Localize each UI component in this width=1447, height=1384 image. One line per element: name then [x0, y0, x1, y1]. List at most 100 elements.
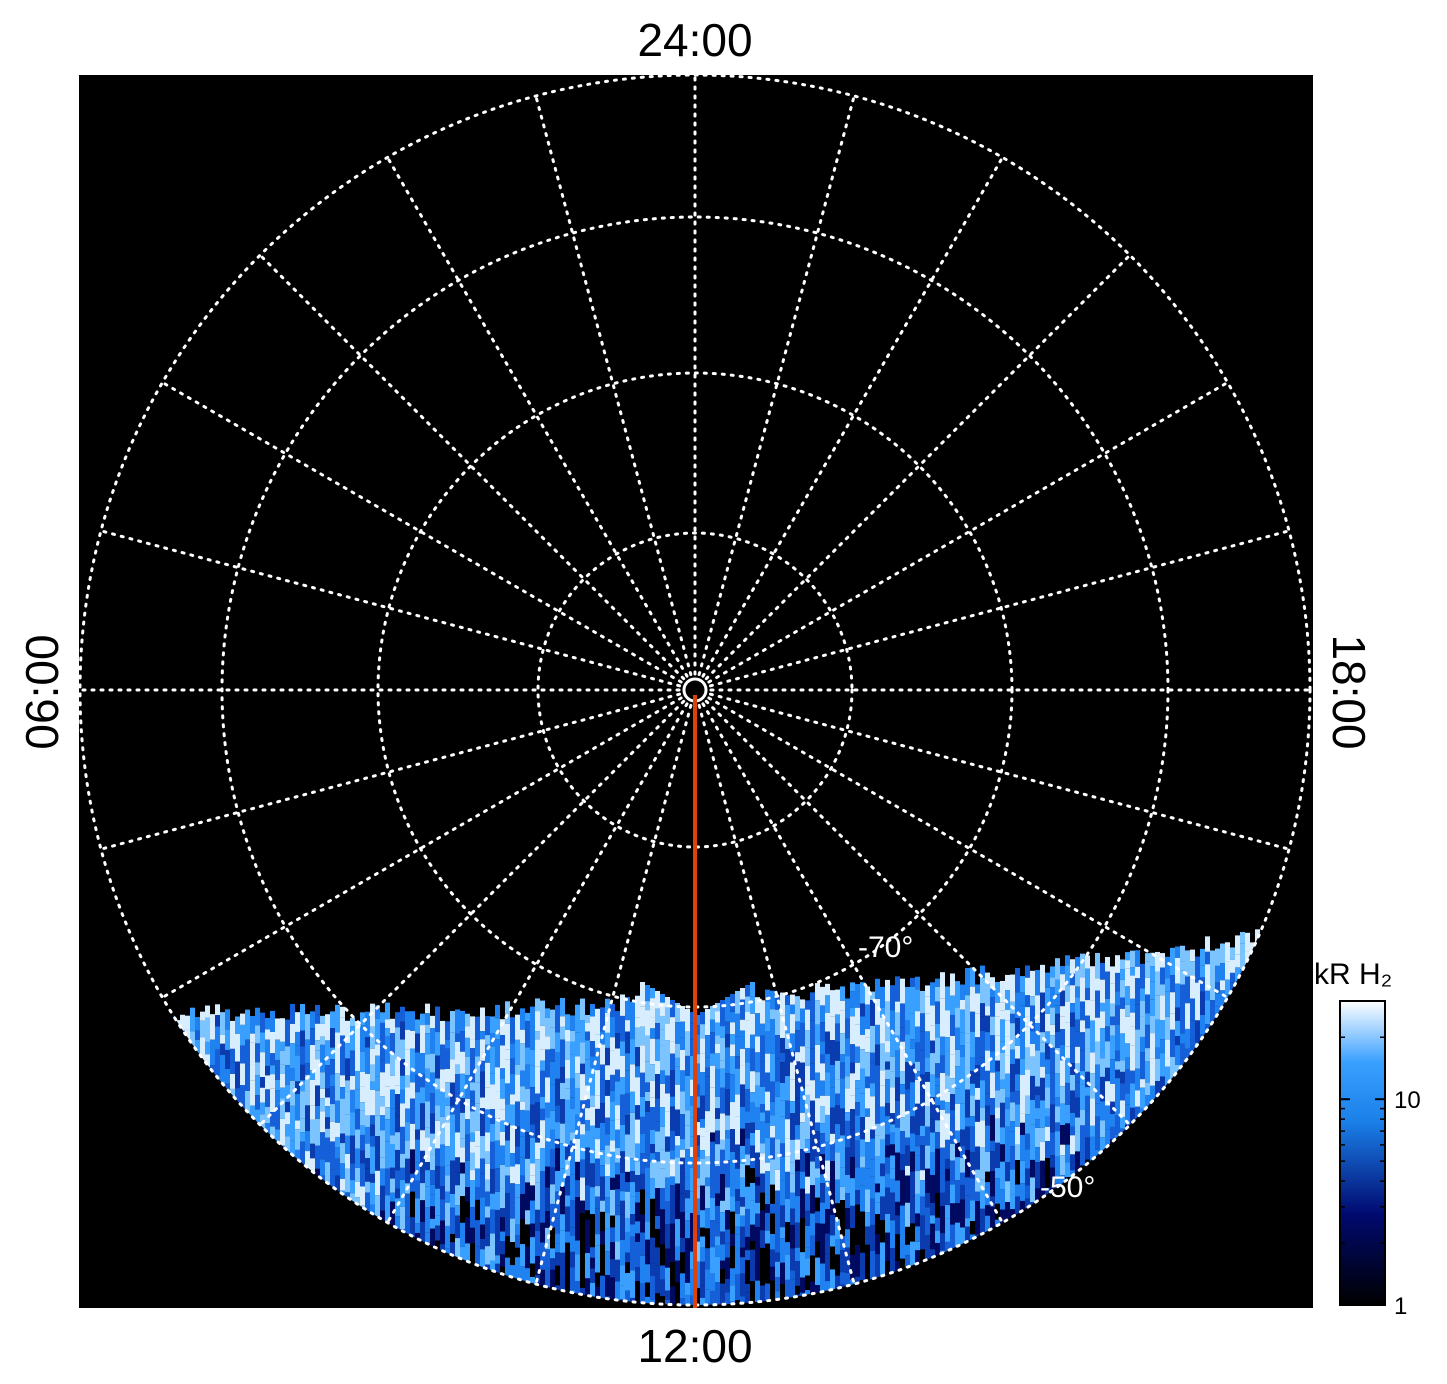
emission-cell [480, 1071, 485, 1098]
emission-cell [520, 1101, 525, 1110]
emission-cell [835, 1105, 840, 1125]
emission-cell [710, 1032, 715, 1054]
emission-cell [510, 1058, 515, 1075]
emission-cell [740, 1145, 745, 1164]
emission-cell [315, 1005, 320, 1015]
emission-cell [915, 989, 920, 1012]
emission-cell [735, 1274, 740, 1301]
emission-cell [1035, 1147, 1040, 1163]
emission-cell [1060, 1086, 1065, 1104]
emission-cell [390, 1018, 395, 1034]
emission-cell [755, 1176, 760, 1186]
emission-cell [1185, 1048, 1190, 1063]
emission-cell [875, 1044, 880, 1066]
emission-cell [480, 1136, 485, 1159]
emission-cell [1110, 966, 1115, 984]
emission-cell [555, 1122, 560, 1139]
emission-cell [685, 1282, 690, 1295]
emission-cell [1145, 977, 1150, 995]
emission-cell [840, 1186, 845, 1201]
emission-cell [640, 1096, 645, 1117]
meridian [534, 703, 693, 1286]
emission-cell [295, 1093, 300, 1121]
emission-cell [490, 1193, 495, 1210]
emission-cell [920, 1031, 925, 1051]
emission-cell [1180, 1033, 1185, 1044]
emission-cell [305, 1063, 310, 1075]
emission-cell [1090, 1125, 1095, 1137]
emission-cell [925, 1235, 930, 1247]
emission-cell [710, 1019, 715, 1033]
emission-cell [800, 1112, 805, 1123]
emission-cell [1160, 967, 1165, 985]
emission-cell [650, 1064, 655, 1081]
emission-cell [550, 1027, 555, 1049]
emission-cell [805, 1258, 810, 1276]
emission-cell [435, 1078, 440, 1090]
emission-cell [820, 1063, 825, 1081]
emission-cell [895, 976, 900, 1002]
emission-cell [860, 1117, 865, 1140]
emission-cell [895, 1035, 900, 1051]
emission-cell [990, 1051, 995, 1073]
emission-cell [325, 1106, 330, 1118]
emission-cell [535, 1142, 540, 1160]
emission-cell [610, 1227, 615, 1243]
emission-cell [560, 1252, 565, 1280]
emission-cell [835, 1060, 840, 1080]
emission-cell [495, 1209, 500, 1236]
emission-cell [575, 1114, 580, 1139]
emission-cell [585, 1108, 590, 1120]
emission-cell [980, 1147, 985, 1171]
emission-cell [965, 1067, 970, 1090]
emission-cell [835, 1254, 840, 1276]
meridian [160, 381, 683, 684]
emission-cell [965, 1126, 970, 1151]
emission-cell [790, 1014, 795, 1034]
emission-cell [920, 1074, 925, 1094]
emission-cell [970, 1095, 975, 1117]
emission-cell [1165, 978, 1170, 992]
emission-cell [665, 1188, 670, 1202]
emission-cell [610, 1003, 615, 1017]
emission-cell [765, 1243, 770, 1270]
emission-cell [575, 1073, 580, 1088]
emission-cell [635, 1267, 640, 1282]
emission-cell [530, 1175, 535, 1186]
emission-cell [1005, 974, 1010, 991]
emission-cell [700, 1095, 705, 1119]
emission-cell [695, 1215, 700, 1242]
emission-cell [670, 1053, 675, 1071]
emission-cell [950, 1184, 955, 1204]
emission-cell [685, 1177, 690, 1191]
emission-cell [910, 1048, 915, 1064]
emission-cell [1155, 995, 1160, 1020]
emission-cell [760, 1112, 765, 1122]
emission-cell [965, 995, 970, 1007]
emission-cell [1070, 1003, 1075, 1013]
meridian [534, 94, 693, 677]
emission-cell [760, 1143, 765, 1154]
emission-cell [410, 1082, 415, 1099]
emission-cell [565, 1242, 570, 1262]
emission-cell [525, 1064, 530, 1090]
emission-cell [795, 1052, 800, 1062]
emission-cell [1020, 976, 1025, 993]
emission-cell [570, 1015, 575, 1031]
emission-cell [790, 1162, 795, 1174]
emission-cell [950, 1094, 955, 1111]
emission-cell [330, 1086, 335, 1105]
emission-cell [675, 1183, 680, 1200]
emission-cell [510, 1094, 515, 1105]
emission-cell [735, 1094, 740, 1117]
emission-cell [420, 1025, 425, 1054]
emission-cell [1055, 979, 1060, 995]
emission-cell [850, 991, 855, 1008]
emission-cell [500, 1208, 505, 1218]
emission-cell [980, 1003, 985, 1017]
emission-cell [1040, 1032, 1045, 1043]
emission-cell [340, 1124, 345, 1134]
emission-cell [660, 1070, 665, 1084]
emission-cell [865, 986, 870, 1005]
emission-cell [725, 1160, 730, 1188]
